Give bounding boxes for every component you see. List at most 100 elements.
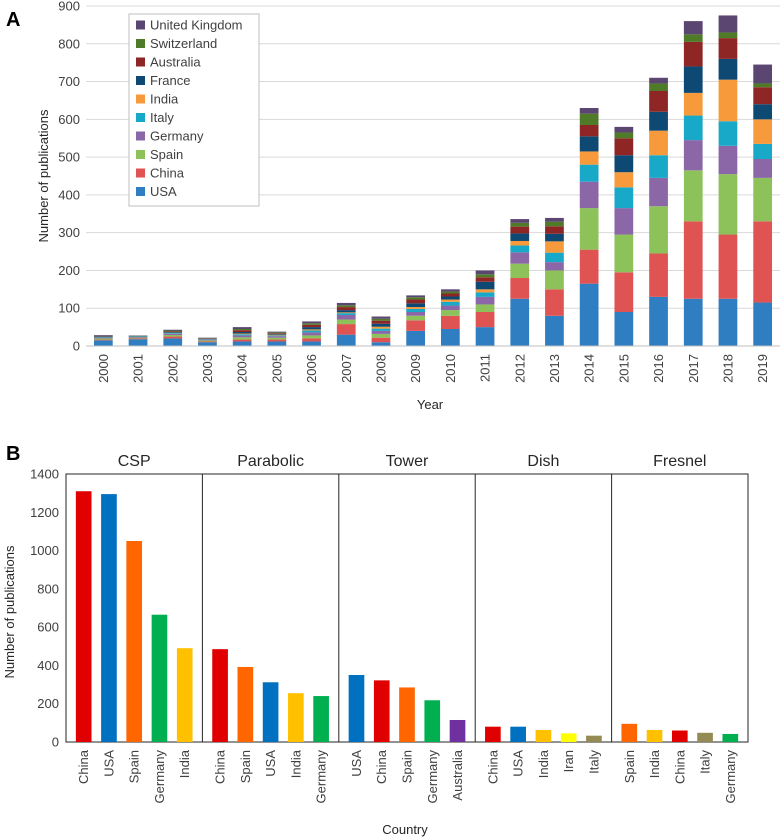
chart-b-xtick: USA (101, 750, 116, 777)
chart-b-xtick: Spain (238, 750, 253, 783)
chart-a-bar-segment (440, 296, 460, 300)
chart-a-legend-label: India (150, 92, 179, 107)
chart-b-bar (485, 726, 501, 742)
chart-a-bar-segment (440, 289, 460, 292)
chart-b-xtick: USA (349, 750, 364, 777)
chart-a-bar-segment (163, 336, 183, 339)
chart-b-xtick: Germany (152, 750, 167, 804)
chart-a-legend-label: Australia (150, 55, 201, 70)
chart-a: A 0 100 200 300 400 500 600 700 800 900 2000 2001 20… (6, 0, 780, 412)
chart-a-legend: United Kingdom Switzerland Australia France… (128, 13, 260, 207)
chart-a-bar-segment (198, 341, 217, 343)
chart-b-bar (586, 735, 602, 742)
chart-a-bar-segment (371, 337, 391, 343)
chart-a-bar-segment (614, 132, 634, 139)
chart-a-bar-segment (753, 143, 773, 159)
chart-a-bar-segment (545, 262, 564, 271)
chart-b-bar (560, 733, 577, 742)
chart-a-bar-segment (545, 217, 564, 222)
chart-a-bar-segment (683, 140, 703, 171)
chart-a-bar-segment (302, 335, 321, 339)
chart-a-bar-segment (93, 338, 113, 340)
chart-a-legend-swatch (136, 131, 145, 141)
chart-a-bar-segment (302, 324, 321, 328)
chart-a-bar-segment (475, 274, 495, 278)
chart-a-bar-segment (649, 177, 668, 207)
chart-a-bar-segment (545, 270, 564, 290)
chart-a-bar-segment (614, 312, 634, 346)
chart-a-legend-swatch (136, 150, 145, 159)
chart-a-bar-segment (753, 64, 773, 84)
chart-a-xtick: 2018 (720, 354, 735, 383)
chart-b-xtick: China (374, 749, 389, 784)
chart-a-bar-segment (406, 303, 426, 308)
chart-a-ytick: 100 (58, 301, 80, 316)
chart-a-bar-segment (510, 278, 530, 299)
chart-a-xtick: 2015 (616, 354, 631, 383)
chart-b-group-title: Tower (386, 453, 429, 470)
chart-a-xtick: 2006 (304, 354, 319, 383)
chart-a-bar-segment (371, 330, 391, 334)
chart-b-ytick: 1400 (30, 467, 59, 482)
chart-b-xtick: India (536, 749, 551, 778)
chart-a-xlabel: Year (417, 397, 444, 412)
chart-a-bar-segment (336, 334, 356, 346)
chart-a-bar-segment (163, 338, 183, 346)
chart-b: B 0 200 400 600 800 1000 1200 1400 China USA Spain… (2, 443, 749, 837)
chart-a-bar-segment (336, 312, 356, 314)
chart-b-xtick: Spain (622, 750, 637, 783)
chart-a-bar-segment (336, 313, 356, 316)
chart-a-bar-segment (163, 331, 183, 333)
chart-a-bar-segment (683, 170, 703, 222)
chart-a-xtick: 2003 (200, 354, 215, 383)
chart-b-xlabel: Country (382, 822, 428, 837)
chart-b-xtick: Australia (450, 749, 465, 800)
chart-b-bar (373, 680, 390, 742)
chart-b-bar (151, 614, 168, 742)
chart-a-bar-segment (649, 253, 668, 297)
chart-a-xtick: 2011 (478, 354, 493, 382)
chart-a-bar-segment (579, 113, 599, 125)
chart-a-bar-segment (718, 174, 738, 235)
chart-a-bar-segment (406, 330, 426, 346)
chart-a-bar-segment (336, 324, 356, 335)
chart-a-bar-segment (371, 328, 391, 331)
chart-a-bar-segment (649, 111, 668, 131)
chart-a-ytick: 500 (58, 150, 80, 165)
chart-a-bar-segment (614, 234, 634, 273)
chart-a-bar-segment (440, 305, 460, 311)
chart-a-bar-segment (649, 206, 668, 254)
chart-a-bar-segment (267, 334, 287, 336)
chart-a-bar-segment (128, 336, 148, 338)
chart-a-bar-segment (510, 233, 530, 241)
chart-b-bar (288, 693, 304, 742)
chart-a-xtick: 2005 (269, 354, 284, 383)
chart-a-bar-segment (371, 323, 391, 327)
chart-a-ticks: 0 100 200 300 400 500 600 700 800 900 2000 2001 2002… (58, 0, 770, 383)
chart-a-bar-segment (406, 315, 426, 321)
chart-a-bar-segment (683, 298, 703, 346)
chart-a-bar-segment (649, 77, 668, 84)
chart-a-bar-segment (718, 145, 738, 175)
chart-a-bar-segment (614, 126, 634, 133)
chart-b-group-title: Parabolic (237, 453, 304, 470)
chart-a-bar-segment (718, 15, 738, 33)
chart-a-bar-segment (163, 335, 183, 337)
chart-a-bar-segment (475, 304, 495, 312)
chart-a-bar-segment (510, 222, 530, 227)
chart-a-bar-segment (267, 333, 287, 334)
chart-a-bar-segment (406, 308, 426, 312)
chart-a-bar-segment (718, 32, 738, 39)
chart-a-bar-segment (579, 108, 599, 114)
chart-a-bar-segment (371, 318, 391, 321)
chart-a-bar-segment (683, 66, 703, 93)
chart-a-bar-segment (649, 296, 668, 346)
chart-a-bar-segment (753, 87, 773, 105)
chart-a-bar-segment (440, 291, 460, 294)
chart-a-xtick: 2009 (408, 354, 423, 383)
chart-a-bar-segment (510, 263, 530, 278)
chart-b-bar (646, 729, 663, 742)
chart-a-bar-segment (614, 155, 634, 173)
chart-a-legend-swatch (136, 76, 145, 85)
chart-b-xtick: China (672, 749, 687, 784)
